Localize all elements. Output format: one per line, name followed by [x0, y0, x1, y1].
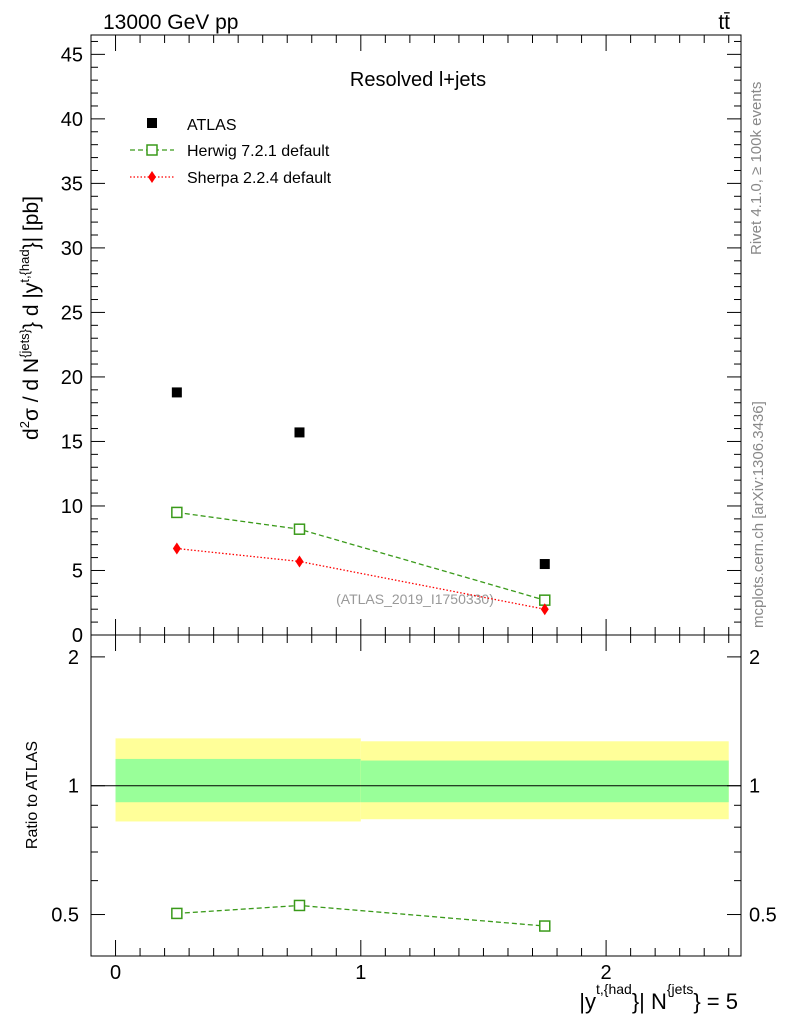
main-y-label: d2σ / d N{jets}} d |yt,{had}| [pb] — [17, 196, 43, 440]
ratio-y-tick-label-right: 2 — [749, 647, 760, 669]
ratio-herwig-point — [539, 920, 551, 932]
main-y-tick-label: 20 — [61, 367, 83, 389]
herwig-point — [171, 506, 183, 519]
ratio-herwig-point — [171, 907, 183, 920]
atlas-point — [171, 387, 182, 398]
ratio-panel-frame — [90, 634, 742, 957]
ratio-y-axis: 0.5 0.5 1 1 2 2 — [51, 647, 777, 957]
ratio-series-group — [171, 899, 551, 932]
watermark: (ATLAS_2019_I1750330) — [336, 591, 494, 607]
legend-sherpa-label: Sherpa 2.2.4 default — [187, 170, 332, 187]
ratio-herwig-point — [293, 899, 306, 912]
main-y-tick-label: 0 — [72, 625, 83, 647]
legend-atlas-label: ATLAS — [187, 117, 237, 134]
sherpa-point — [540, 603, 549, 616]
main-x-ticks — [90, 35, 730, 635]
main-y-tick-label: 5 — [72, 560, 83, 582]
main-y-tick-label: 35 — [61, 173, 83, 195]
atlas-point — [294, 427, 305, 438]
ratio-x-tick-label: 1 — [355, 962, 366, 984]
ratio-y-tick-label: 2 — [68, 647, 79, 669]
ratio-herwig-line — [176, 904, 545, 927]
legend-herwig-marker — [146, 144, 158, 156]
herwig-point — [293, 523, 306, 535]
mcplots-label: mcplots.cern.ch [arXiv:1306.3436] — [750, 401, 767, 628]
ratio-panel: 0.5 0.5 1 1 2 2 0 1 2 Ratio to ATLAS |yt,{had}|… — [24, 634, 777, 1014]
ratio-x-axis: 0 1 2 — [90, 635, 730, 984]
rivet-label: Rivet 4.1.0, ≥ 100k events — [748, 82, 765, 255]
ratio-y-tick-label-right: 1 — [749, 776, 760, 798]
ratio-band-inner — [360, 760, 729, 803]
main-y-tick-label: 25 — [61, 302, 83, 324]
ratio-y-tick-label: 0.5 — [51, 905, 79, 927]
main-y-tick-label: 10 — [61, 496, 83, 518]
ratio-band-inner — [115, 758, 361, 803]
legend: ATLAS Herwig 7.2.1 default Sherpa 2.2.4 … — [130, 117, 332, 187]
process-label: tt̄ — [718, 11, 730, 34]
ratio-y-tick-label-right: 0.5 — [749, 905, 777, 927]
sherpa-point — [295, 555, 304, 568]
ratio-x-tick-label: 0 — [110, 962, 121, 984]
ratio-y-tick-label: 1 — [68, 776, 79, 798]
legend-atlas-marker — [147, 118, 157, 128]
legend-sherpa-marker — [148, 171, 156, 183]
energy-label: 13000 GeV pp — [103, 11, 238, 34]
main-panel: 0 5 10 15 20 25 30 35 40 45 Resolved l+jets (ATLA… — [17, 34, 742, 647]
legend-herwig-label: Herwig 7.2.1 default — [187, 143, 330, 160]
main-y-tick-label: 30 — [61, 238, 83, 260]
main-y-tick-label: 45 — [61, 44, 83, 66]
main-y-tick-label: 15 — [61, 431, 83, 453]
ratio-x-label: |yt,{had}| N{jets} = 5 — [579, 981, 738, 1014]
main-series-group — [171, 387, 551, 616]
sherpa-point — [172, 542, 181, 555]
atlas-point — [539, 559, 550, 570]
main-y-axis: 0 5 10 15 20 25 30 35 40 45 — [61, 40, 741, 647]
ratio-x-tick-label: 2 — [601, 962, 612, 984]
ratio-y-label: Ratio to ATLAS — [24, 741, 41, 849]
herwig-line — [176, 511, 545, 601]
ratio-bands-group — [91, 738, 741, 822]
main-y-tick-label: 40 — [61, 109, 83, 131]
main-title: Resolved l+jets — [350, 69, 486, 91]
